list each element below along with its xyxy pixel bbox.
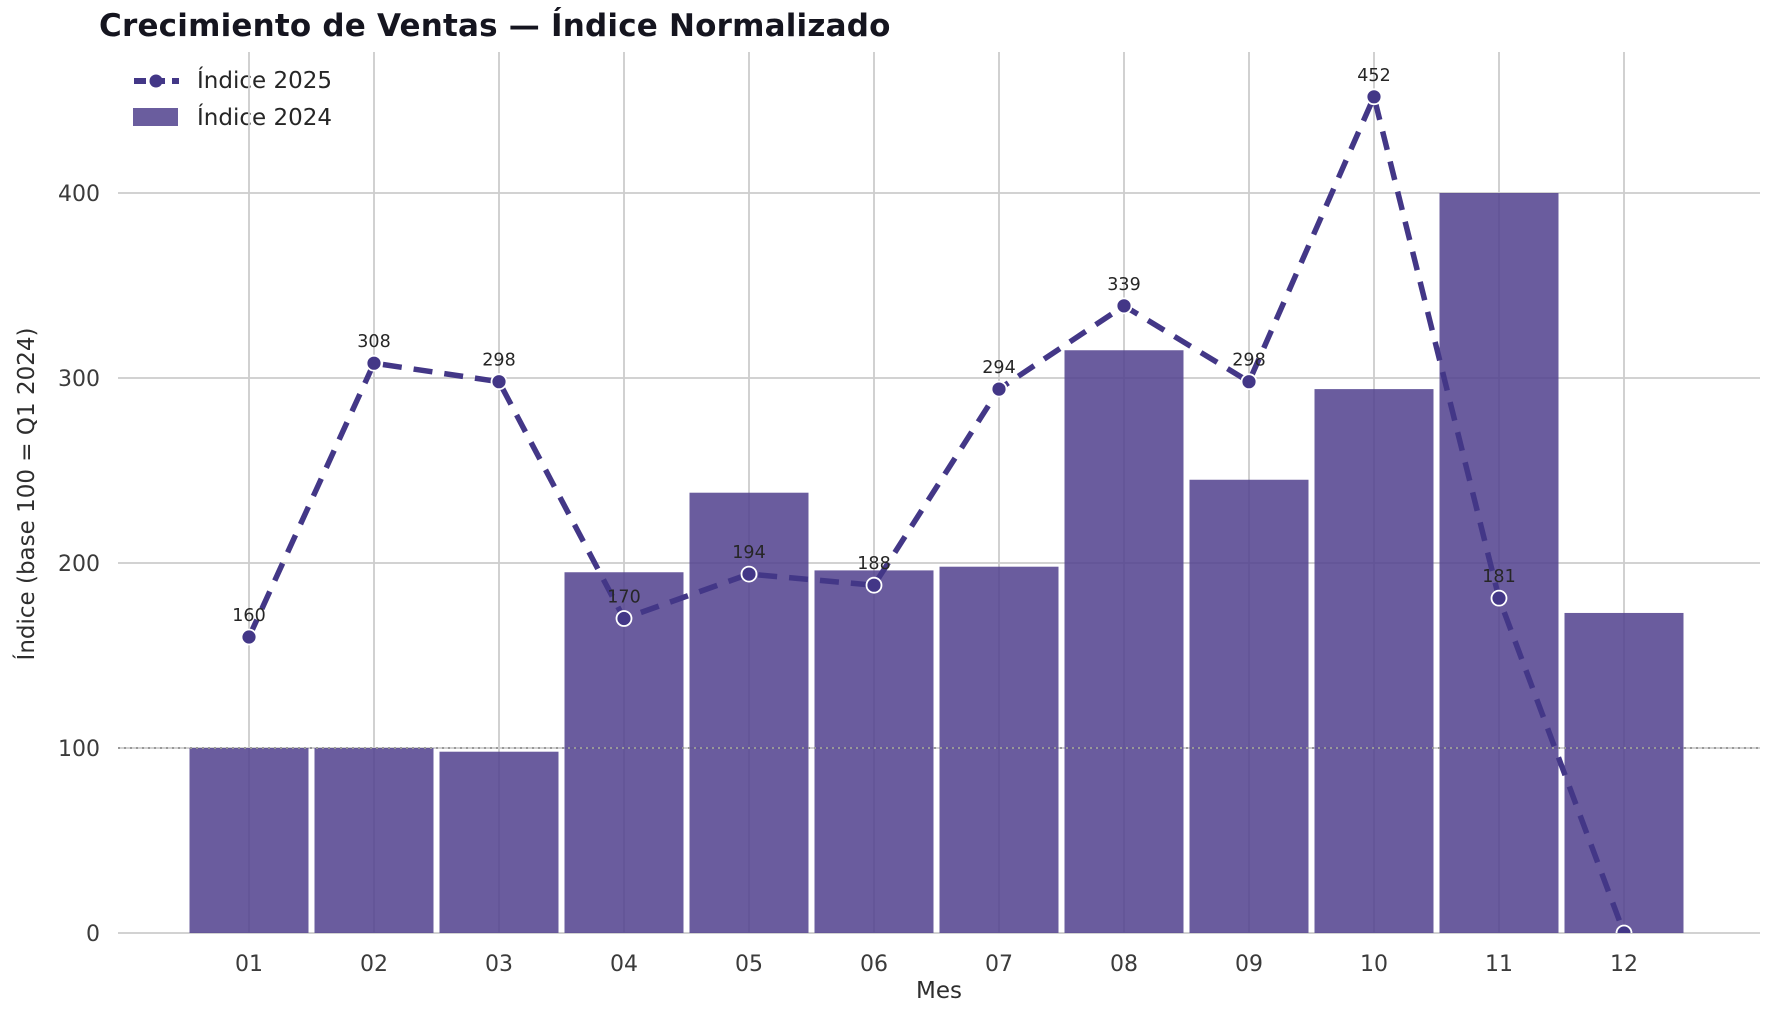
point-label-03: 298 [482,351,515,371]
y-tick-300: 300 [58,367,100,392]
chart-title: Crecimiento de Ventas — Índice Normaliza… [99,8,891,44]
x-tick-03: 03 [485,952,513,977]
bar-2024-month-07 [939,566,1059,933]
legend-item-indice-2024: Índice 2024 [133,103,332,133]
x-tick-12: 12 [1610,952,1638,977]
legend-bar-swatch [133,108,180,128]
point-label-04: 170 [607,588,640,608]
y-tick-400: 400 [58,182,100,207]
x-tick-02: 02 [360,952,388,977]
bar-2024-month-08 [1064,350,1184,933]
point-label-08: 339 [1107,275,1140,295]
point-label-06: 188 [857,554,890,574]
marker-2025-month-05 [740,565,758,583]
line-2025-path [246,88,1627,933]
x-tick-11: 11 [1485,952,1513,977]
legend-label-2024: Índice 2024 [197,105,332,131]
legend: Índice 2025 Índice 2024 [133,66,332,140]
point-label-05: 194 [732,543,765,563]
marker-2025-month-01 [240,628,258,646]
marker-2025-month-09 [1240,373,1258,391]
marker-2025-month-12 [1615,924,1633,933]
y-tick-200: 200 [58,552,100,577]
point-label-02: 308 [357,332,390,352]
point-label-10: 452 [1357,66,1390,86]
x-tick-10: 10 [1360,952,1388,977]
point-label-09: 298 [1232,351,1265,371]
x-tick-06: 06 [860,952,888,977]
bar-2024-month-06 [814,570,934,933]
legend-marker-dot [149,74,163,88]
x-tick-01: 01 [235,952,263,977]
point-label-07: 294 [982,358,1015,378]
legend-item-indice-2025: Índice 2025 [133,66,332,96]
y-tick-100: 100 [58,737,100,762]
x-tick-05: 05 [735,952,763,977]
marker-2025-month-03 [490,373,508,391]
x-axis-label: Mes [916,978,962,1004]
bar-2024-month-12 [1564,612,1684,933]
marker-2025-month-11 [1490,589,1508,607]
x-tick-07: 07 [985,952,1013,977]
point-label-11: 181 [1482,567,1515,587]
bar-2024-month-11 [1439,193,1559,933]
marker-2025-month-10 [1365,88,1383,106]
y-tick-0: 0 [86,922,100,947]
bar-2024-month-09 [1189,479,1309,933]
legend-label-2025: Índice 2025 [197,68,332,94]
legend-dashed-line-swatch [133,71,180,91]
x-tick-09: 09 [1235,952,1263,977]
bar-2024-month-01 [189,748,309,933]
line-series-2025 [240,88,1633,933]
marker-2025-month-07 [990,380,1008,398]
bar-2024-month-04 [564,572,684,933]
marker-2025-month-02 [365,354,383,372]
x-tick-04: 04 [610,952,638,977]
bar-2024-month-10 [1314,389,1434,934]
marker-2025-month-08 [1115,297,1133,315]
x-tick-08: 08 [1110,952,1138,977]
bar-2024-month-03 [439,751,559,933]
marker-2025-month-06 [865,576,883,594]
marker-2025-month-04 [615,610,633,627]
point-label-01: 160 [232,606,265,626]
bar-2024-month-02 [314,748,434,933]
